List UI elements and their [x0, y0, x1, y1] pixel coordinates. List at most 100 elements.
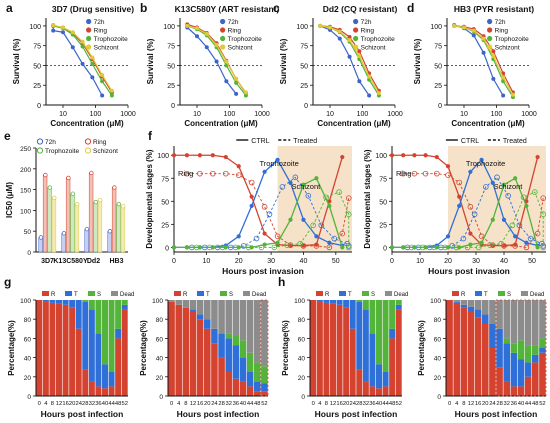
panel-a: a 3D7 (Drug sensitive) 0 25 50 75 100 10 100 1000… [6, 1, 136, 128]
legend-label: T [74, 292, 78, 298]
ctrl-point [197, 153, 202, 158]
y-tick-label: 20 [156, 375, 164, 382]
x-tick-label: 12 [190, 401, 196, 407]
data-point [337, 36, 342, 41]
treated-point [279, 184, 286, 190]
treated-point [453, 244, 460, 251]
bar-segment [232, 300, 240, 336]
y-tick-label: 0 [37, 103, 41, 110]
legend-label: R [325, 292, 330, 298]
treated-point [253, 235, 260, 242]
legend-swatch [65, 291, 72, 296]
y-tick-label: 100 [29, 24, 41, 31]
legend-marker [86, 44, 92, 50]
bar-segment [524, 362, 532, 377]
panel-g1: g0 4 8 12 16 20 24 28 32 36 40 44 48 52020406080100Ho… [4, 275, 134, 419]
ctrl-point [288, 217, 293, 222]
x-axis-label: Hours post infection [455, 409, 538, 419]
bar-segment [36, 300, 43, 396]
shaded-region [448, 146, 546, 252]
treated-point [258, 244, 265, 251]
y-tick-label: 250 [20, 146, 31, 153]
bar-segment [49, 300, 56, 303]
bar-segment [389, 328, 396, 339]
bar-segment [121, 304, 128, 310]
legend-label: R [51, 292, 56, 298]
panel-h1: h0 4 8 12 16 20 24 28 32 36 40 44 48 52020406080100Ho… [278, 275, 408, 419]
ctrl-point [275, 240, 280, 245]
bar-segment [395, 300, 402, 305]
x-tick-label: 4 [44, 401, 48, 407]
bar-segment [168, 301, 175, 396]
stage-label: Schizont [291, 182, 321, 191]
treated-point [318, 222, 325, 229]
legend-label: Trophozoite [45, 148, 79, 155]
legend-marker [86, 18, 92, 25]
legend-label: Treated [293, 138, 317, 145]
y-axis-label: Survival (%) [146, 38, 155, 84]
panel-c: c Dd2 (CQ resistant) 0 25 50 75 100 10 100 1000Co… [273, 1, 403, 128]
bar-segment [369, 300, 376, 334]
y-tick-label: 60 [156, 336, 164, 343]
bar-segment [261, 383, 268, 392]
ctrl-point [262, 231, 267, 236]
ctrl-point [468, 242, 473, 247]
y-tick-label: 150 [20, 188, 31, 195]
bar-segment [503, 338, 510, 344]
x-tick-label: 48 [532, 401, 538, 407]
treated-point [540, 211, 546, 218]
treated-point [400, 170, 407, 177]
y-axis-label: Percentage(%) [417, 320, 426, 376]
ctrl-point [513, 234, 518, 239]
data-point [376, 91, 381, 96]
bar-segment [232, 335, 240, 346]
bar-segment [69, 300, 76, 308]
y-tick-label: 40 [434, 356, 442, 363]
data-point [109, 93, 114, 98]
bar-segment [102, 300, 108, 365]
bar-segment [460, 304, 468, 308]
y-tick-label: 200 [20, 167, 31, 174]
ctrl-point [223, 154, 228, 160]
legend-label: Ring [361, 28, 375, 35]
treated-point [471, 211, 478, 218]
ctrl-point [171, 245, 177, 250]
bar-segment [382, 300, 389, 372]
x-tick-label: 12 [56, 401, 62, 407]
y-tick-label: 0 [165, 245, 169, 252]
bar-segment [239, 381, 247, 396]
y-tick-label: 80 [24, 317, 32, 324]
legend-swatch [316, 291, 323, 296]
bar-segment [189, 311, 197, 396]
treated-point [482, 184, 489, 190]
bar-segment [225, 333, 232, 339]
x-tick-label: 50 [332, 258, 340, 265]
ctrl-point [249, 194, 254, 199]
legend-marker [353, 27, 359, 33]
ctrl-point [301, 217, 306, 222]
x-tick-label: 0 [38, 401, 41, 407]
x-tick-label: 24 [75, 401, 82, 407]
y-tick-label: 25 [161, 222, 169, 229]
bar-point [52, 195, 57, 201]
treated-point [460, 235, 467, 242]
x-tick-label: 0 [448, 401, 451, 407]
x-tick-label: 32 [89, 401, 95, 407]
bar-segment [246, 300, 254, 353]
panel-letter: b [140, 1, 147, 15]
treated-point [431, 244, 437, 251]
bar-point [66, 175, 71, 181]
x-tick-label: 52 [261, 401, 267, 407]
bar-segment [369, 333, 376, 387]
y-tick-label: 60 [24, 336, 32, 343]
bar-point [43, 172, 48, 178]
panel-title: 3D7 (Drug sensitive) [52, 4, 134, 14]
y-tick-label: 0 [27, 250, 31, 257]
ctrl-point [501, 182, 507, 187]
bar-segment [517, 386, 525, 396]
legend-label: R [461, 292, 466, 298]
treated-point [411, 170, 418, 177]
panel-letter: c [273, 1, 280, 15]
bar-segment [49, 302, 56, 396]
ctrl-point [501, 217, 507, 222]
